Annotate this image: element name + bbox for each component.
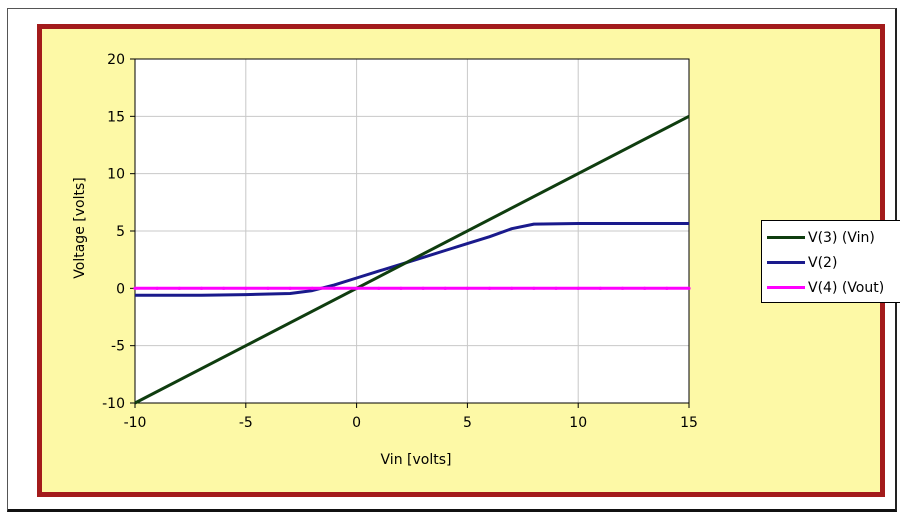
vout-point [177,286,181,290]
x-tick-label: 15 [680,415,698,431]
x-tick-label: -5 [239,415,253,431]
legend-item-v2: V(2) [767,250,900,275]
series-line-vin [134,114,690,405]
legend-item-vin: V(3) (Vin) [767,225,900,250]
vout-point [155,286,159,290]
legend-label-vout: V(4) (Vout) [808,279,885,296]
vout-point [443,286,447,290]
vout-point [377,286,381,290]
x-axis-title: Vin [volts] [381,452,452,468]
legend-label-vin: V(3) (Vin) [808,229,875,246]
legend-swatch-v2 [767,261,805,264]
vout-point [222,286,226,290]
vout-point [598,286,602,290]
legend-swatch-vout [767,286,805,289]
legend-label-v2: V(2) [808,254,838,271]
y-tick-label: -5 [111,339,125,355]
y-axis-title: Voltage [volts] [72,177,88,278]
vout-point [421,286,425,290]
chart-svg: -10 -5 0 5 10 15 -10 -5 0 5 10 15 20 Vin [volts] Vol… [72,52,698,468]
vout-point [687,286,691,290]
x-tick-label: 10 [569,415,587,431]
vout-point [332,286,337,290]
vout-point [510,286,514,290]
y-tick-label: 15 [107,109,125,125]
vout-point [288,286,292,290]
vout-point [576,286,580,290]
vout-point [244,286,248,290]
vout-point [199,286,204,290]
legend-item-vout: V(4) (Vout) [767,275,900,300]
x-tick-label: 0 [352,415,361,431]
vout-point [399,286,403,290]
y-tick-label: 5 [116,224,125,240]
x-tick-label: 5 [463,415,472,431]
y-tick-label: -10 [102,396,125,412]
legend-swatch-vin [767,236,805,239]
vout-point [620,286,625,290]
vout-point [532,286,536,290]
vout-point [133,286,137,290]
vout-point [310,286,314,290]
vout-point [465,286,469,290]
y-tick-label: 20 [107,52,125,68]
vout-point [643,286,647,290]
vout-point [355,286,359,290]
chart-area: -10 -5 0 5 10 15 -10 -5 0 5 10 15 20 Vin [volts] Vol… [37,24,900,497]
y-tick-label: 10 [107,167,125,183]
vout-point [266,286,270,290]
y-tick-label: 0 [116,281,125,297]
vout-point [554,286,558,290]
legend: V(3) (Vin) V(2) V(4) (Vout) [761,220,900,303]
x-tick-label: -10 [124,415,147,431]
vout-point [487,286,492,290]
vout-point [665,286,669,290]
